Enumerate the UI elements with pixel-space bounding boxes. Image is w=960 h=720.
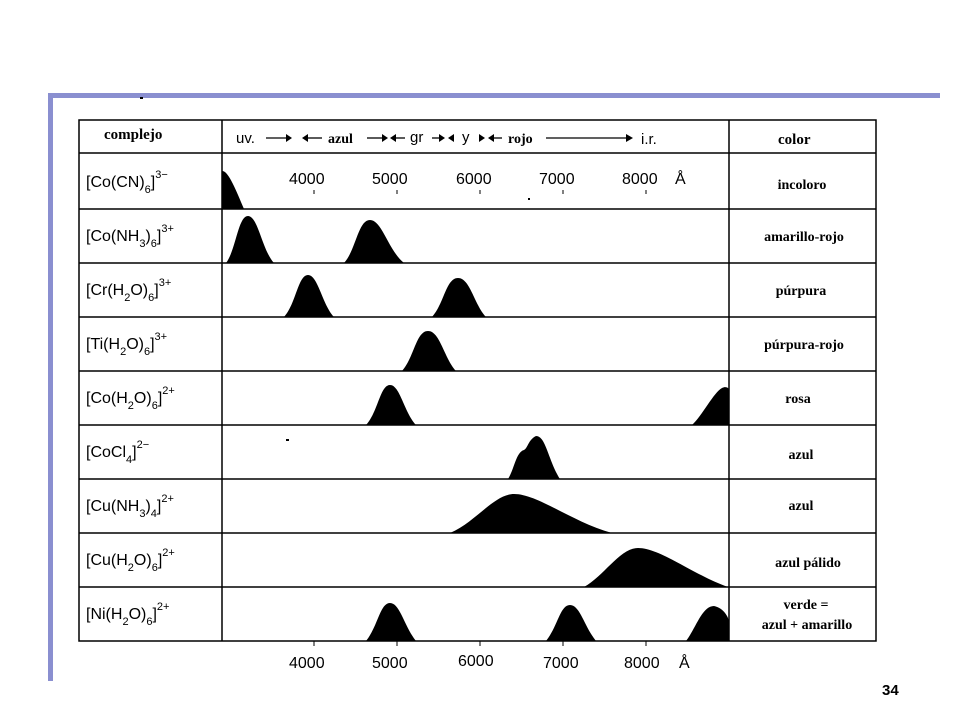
band-row-9-a (366, 603, 416, 641)
complex-row-5: [Co(H2O)6]2+ (86, 385, 175, 412)
top-tick-8000: 8000 (622, 171, 658, 188)
complex-row-4: [Ti(H2O)6]3+ (86, 331, 167, 358)
color-row-3: púrpura (776, 284, 827, 299)
band-row-8 (584, 548, 728, 587)
arrowhead-yellow-right (479, 134, 485, 142)
color-row-5: rosa (785, 392, 810, 407)
top-tick-5000: 5000 (372, 171, 408, 188)
arrowhead-green-right (439, 134, 445, 142)
color-row-6: azul (789, 448, 814, 463)
top-tick-4000: 4000 (289, 171, 325, 188)
band-row-5-a (366, 385, 416, 425)
arrowhead-uv (286, 134, 292, 142)
arrowhead-blue-right (382, 134, 388, 142)
band-row-3-b (432, 278, 486, 317)
band-row-9-b (546, 605, 596, 641)
top-tick-7000: 7000 (539, 171, 575, 188)
complex-row-3: [Cr(H2O)6]3+ (86, 277, 171, 304)
band-row-1-uv-edge (222, 170, 244, 209)
color-row-9-line-1: verde = (784, 598, 829, 613)
color-row-2: amarillo-rojo (764, 230, 844, 245)
region-yellow-label: y (462, 129, 470, 146)
band-row-2-a (226, 216, 274, 263)
scan-specks (140, 97, 530, 441)
region-uv-label: uv. (236, 130, 255, 147)
bottom-tick-4000: 4000 (289, 655, 325, 672)
slide-frame-left-bar (48, 93, 53, 681)
slide-number: 34 (882, 682, 899, 699)
complex-column: [Co(CN)6]3− [Co(NH3)6]3+ [Cr(H2O)6]3+ [T… (86, 169, 175, 628)
arrowhead-green-left (390, 134, 396, 142)
bottom-tick-7000: 7000 (543, 655, 579, 672)
bottom-tick-5000: 5000 (372, 655, 408, 672)
top-tick-6000: 6000 (456, 171, 492, 188)
top-axis-ticks (313, 190, 647, 194)
band-row-2-b (344, 220, 404, 263)
bottom-axis-unit: Å (679, 653, 690, 672)
color-row-1: incoloro (778, 178, 827, 193)
region-green-label: gr (410, 129, 423, 146)
complex-row-7: [Cu(NH3)4]2+ (86, 493, 174, 520)
absorption-bands (222, 170, 729, 641)
header-complex: complejo (104, 127, 162, 143)
color-row-9-line-2: azul + amarillo (762, 618, 852, 633)
bottom-tick-6000: 6000 (458, 653, 494, 670)
complex-row-1: [Co(CN)6]3− (86, 169, 168, 196)
complex-row-9: [Ni(H2O)6]2+ (86, 601, 169, 628)
complex-row-6: [CoCl4]2− (86, 439, 149, 466)
color-column: incoloro amarillo-rojo púrpura púrpura-r… (762, 178, 852, 633)
arrowhead-blue-left (302, 134, 308, 142)
table-grid (78, 119, 877, 642)
band-row-4 (402, 331, 456, 371)
arrowhead-red-right (626, 134, 633, 142)
band-row-3-a (284, 275, 334, 317)
region-red-label: rojo (508, 132, 533, 147)
complex-row-8: [Cu(H2O)6]2+ (86, 547, 175, 574)
band-row-7 (450, 494, 612, 533)
band-row-6 (508, 436, 560, 479)
band-row-9-c (686, 606, 729, 641)
color-row-4: púrpura-rojo (764, 338, 844, 353)
color-row-7: azul (789, 499, 814, 514)
color-row-8: azul pálido (775, 556, 841, 571)
complex-row-2: [Co(NH3)6]3+ (86, 223, 174, 250)
region-blue-label: azul (328, 132, 353, 147)
slide-frame-top-bar (48, 93, 940, 98)
bottom-tick-8000: 8000 (624, 655, 660, 672)
top-axis-unit: Å (675, 169, 686, 188)
arrowhead-yellow-left (448, 134, 454, 142)
header-color: color (778, 132, 811, 148)
arrowhead-red-left (488, 134, 494, 142)
band-row-5-b (692, 387, 729, 425)
region-ir-label: i.r. (641, 131, 657, 148)
bottom-axis-ticks (313, 641, 647, 646)
